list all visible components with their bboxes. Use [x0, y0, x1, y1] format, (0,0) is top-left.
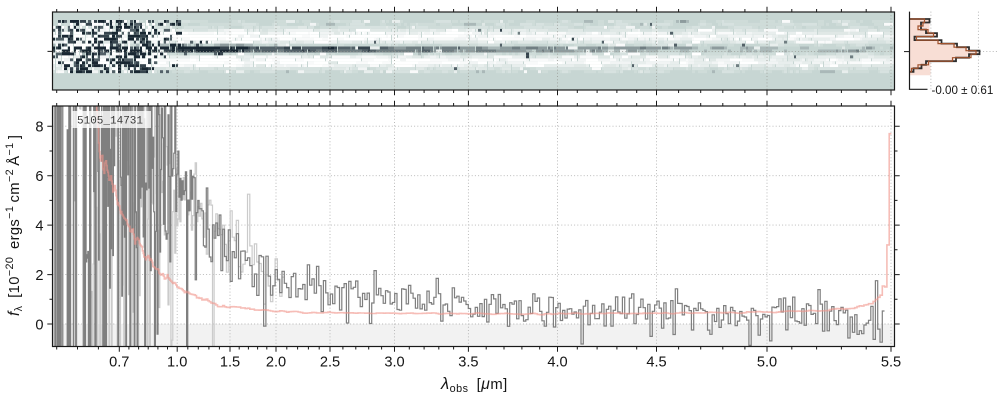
svg-text:fλ [10−20 ergs−1 cm−2 Å−1 ]: fλ [10−20 ergs−1 cm−2 Å−1 ] [4, 135, 25, 316]
svg-text:0: 0 [35, 317, 43, 333]
svg-text:2.0: 2.0 [266, 355, 286, 371]
svg-text:4.0: 4.0 [547, 355, 567, 371]
svg-text:5105_14731: 5105_14731 [77, 116, 143, 128]
svg-text:2.5: 2.5 [320, 355, 340, 371]
svg-text:2: 2 [35, 268, 43, 284]
svg-text:1.0: 1.0 [167, 355, 187, 371]
svg-text:1.5: 1.5 [220, 355, 240, 371]
svg-text:6: 6 [35, 169, 43, 185]
svg-text:3.5: 3.5 [458, 355, 478, 371]
svg-text:8: 8 [35, 120, 43, 136]
svg-text:5.0: 5.0 [757, 355, 777, 371]
svg-text:4: 4 [35, 218, 43, 234]
svg-text:0.7: 0.7 [109, 355, 129, 371]
svg-text:λobs [μm]: λobs [μm] [440, 374, 508, 395]
svg-text:5.5: 5.5 [881, 355, 901, 371]
svg-text:3.0: 3.0 [384, 355, 404, 371]
svg-text:-0.00 ± 0.61: -0.00 ± 0.61 [932, 84, 994, 97]
svg-text:4.5: 4.5 [646, 355, 666, 371]
